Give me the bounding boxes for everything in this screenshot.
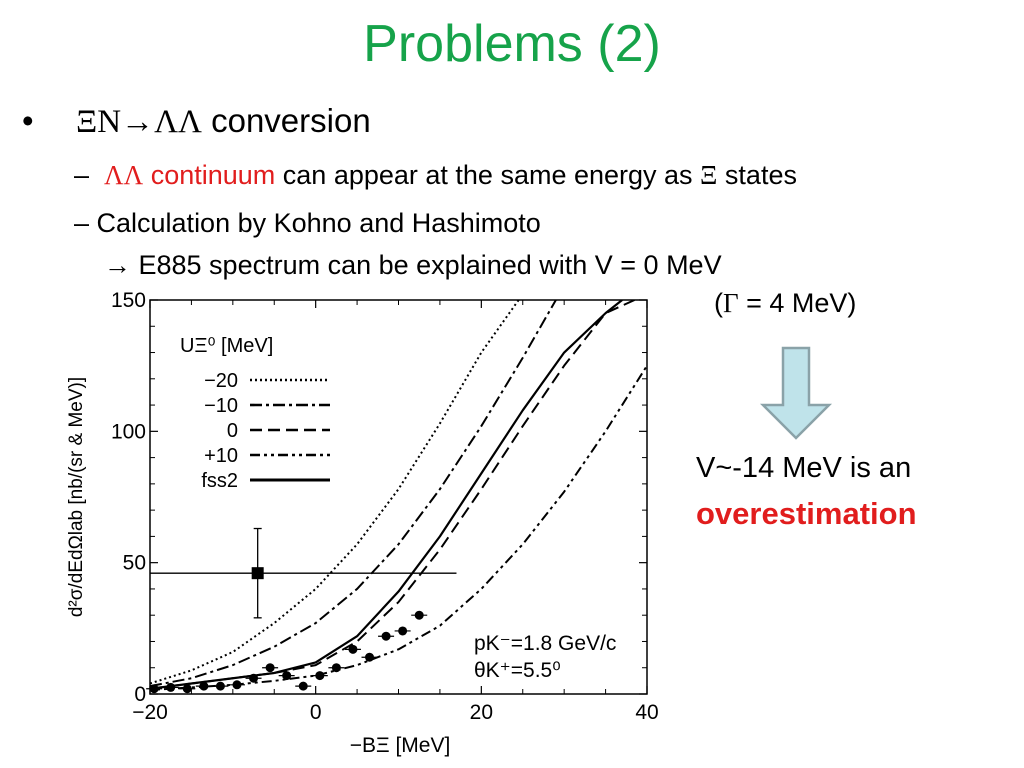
y-tick-label: 0 xyxy=(134,683,146,706)
data-point xyxy=(298,681,308,691)
bullet-main: • ΞN→ΛΛ conversion xyxy=(22,102,371,141)
legend-label: +10 xyxy=(204,445,238,467)
square-data-point xyxy=(251,567,264,580)
sub-bullet-calculation: – Calculation by Kohno and Hashimoto xyxy=(74,208,541,238)
y-tick-label: 50 xyxy=(123,552,146,575)
bullet-text: conversion xyxy=(201,102,371,139)
data-points xyxy=(146,527,457,694)
data-point xyxy=(215,681,225,691)
y-tick-label: 100 xyxy=(111,420,146,443)
x-axis-label: −BΞ [MeV] xyxy=(350,734,451,757)
x-tick-label: −20 xyxy=(132,701,168,724)
data-point xyxy=(331,663,341,673)
data-point xyxy=(182,684,192,694)
series-line-dotted xyxy=(150,300,520,685)
sub4-open: ( xyxy=(714,288,723,318)
data-point xyxy=(265,663,275,673)
sub1-greek-xi: Ξ xyxy=(700,160,718,190)
data-point xyxy=(166,682,176,692)
down-arrow-icon xyxy=(759,346,833,440)
bullet-greek-xi-n: ΞN xyxy=(76,104,122,140)
data-point xyxy=(348,644,358,654)
legend-title: UΞ⁰ [MeV] xyxy=(180,335,273,357)
sub-bullet-e885: → E885 spectrum can be explained with V … xyxy=(104,250,722,280)
bullet-arrow: → xyxy=(121,102,155,139)
model-curves xyxy=(150,300,647,692)
sub1-tail: states xyxy=(717,160,797,190)
x-tick-label: 20 xyxy=(470,701,493,724)
series-line-solid xyxy=(150,300,623,690)
y-axis-label: d²σ/dEdΩlab [nb/(sr & MeV)] xyxy=(66,377,87,617)
note-line-2: overestimation xyxy=(696,496,917,531)
annotation-angle: θK⁺=5.5⁰ xyxy=(474,659,561,682)
legend: UΞ⁰ [MeV] −20 −10 0 +10 fss2 xyxy=(180,335,330,492)
x-tick-label: 0 xyxy=(310,701,322,724)
tick-marks xyxy=(149,299,648,695)
legend-label: −10 xyxy=(204,395,238,417)
series-line-dashdotdot xyxy=(150,365,647,692)
data-point xyxy=(365,652,375,662)
slide-title: Problems (2) xyxy=(363,15,661,73)
data-point xyxy=(315,671,325,681)
data-point xyxy=(381,631,391,641)
sub-bullet-gamma: (Γ = 4 MeV) xyxy=(714,288,856,319)
data-point xyxy=(414,610,424,620)
legend-label: 0 xyxy=(227,420,238,442)
data-point xyxy=(398,626,408,636)
sub4-text: = 4 MeV) xyxy=(738,288,857,318)
sub1-text: can appear at the same energy as xyxy=(275,160,701,190)
data-point xyxy=(149,684,159,694)
legend-label: fss2 xyxy=(201,470,238,492)
note-line-1: V~-14 MeV is an xyxy=(696,452,912,484)
sub1-dash: – xyxy=(74,160,90,190)
bullet-greek-lambda: ΛΛ xyxy=(154,104,202,140)
sub1-greek: ΛΛ xyxy=(104,160,144,190)
data-point xyxy=(232,680,242,690)
bullet-marker: • xyxy=(22,102,34,139)
data-point xyxy=(282,671,292,681)
legend-label: −20 xyxy=(204,370,238,392)
data-point xyxy=(249,673,259,683)
x-tick-label: 40 xyxy=(635,701,658,724)
sub-bullet-continuum: – ΛΛ continuum can appear at the same en… xyxy=(74,160,797,191)
y-tick-label: 150 xyxy=(111,289,146,312)
sub1-red-text: continuum xyxy=(143,160,276,190)
data-point xyxy=(199,681,209,691)
series-line-dashdot xyxy=(150,300,557,688)
annotation-momentum: pK⁻=1.8 GeV/c xyxy=(474,632,616,655)
sub4-greek-gamma: Γ xyxy=(723,288,739,318)
